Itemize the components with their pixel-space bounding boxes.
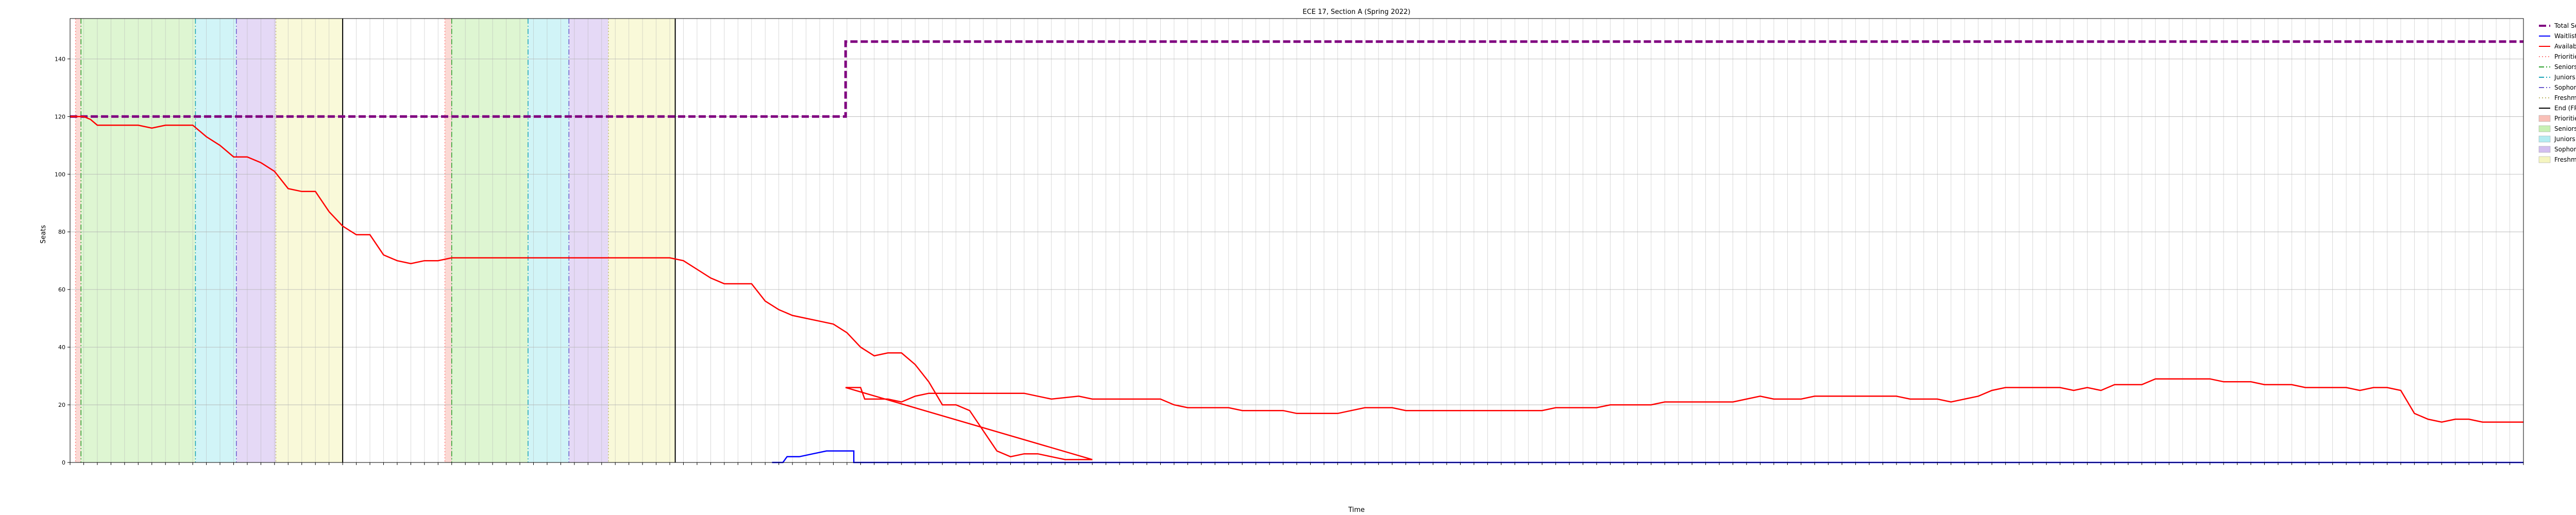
- plot-area: 0 20 40 60 80 100 120 140: [55, 18, 2524, 466]
- legend-swatch-patch: [2538, 115, 2551, 122]
- phase-shade-priorities-0: [75, 19, 81, 462]
- phase-shade-sophomores-0: [236, 19, 276, 462]
- y-tick-label: 40: [58, 344, 65, 351]
- phase-shade-freshmen-1: [608, 19, 675, 462]
- phase-shade-seniors-1: [451, 19, 528, 462]
- legend-label: Priorities Start: [2554, 115, 2576, 122]
- legend-label: Freshmen Start: [2554, 94, 2576, 101]
- y-tick-label: 0: [62, 459, 65, 466]
- series-available: [70, 116, 2523, 460]
- legend-label: Waitlist: [2554, 32, 2576, 40]
- phase-shade-sophomores-1: [569, 19, 608, 462]
- phase-shade-juniors-1: [528, 19, 569, 462]
- legend-label: Seniors Start: [2554, 125, 2576, 132]
- series-waitlist: [772, 450, 2523, 464]
- legend-label: Available: [2554, 43, 2576, 50]
- legend-label: Freshmen Start: [2554, 156, 2576, 163]
- legend-label: Seniors Start: [2554, 63, 2576, 71]
- legend-swatch-patch: [2538, 146, 2551, 153]
- legend-swatch-patch: [2538, 135, 2551, 143]
- series-total-seats: [70, 40, 2523, 118]
- legend-label: Total Seats: [2554, 22, 2576, 29]
- legend-label: Priorities Start: [2554, 53, 2576, 60]
- legend-label: Sophomores Start: [2554, 84, 2576, 91]
- y-tick-label: 20: [58, 402, 65, 408]
- legend-swatch-patch: [2538, 125, 2551, 132]
- y-tick-label: 60: [58, 286, 65, 293]
- chart-title: ECE 17, Section A (Spring 2022): [1302, 8, 1410, 16]
- legend-label: Juniors Start: [2554, 135, 2576, 143]
- y-tick-label: 120: [55, 113, 65, 120]
- legend-label: Sophomores Start: [2554, 146, 2576, 153]
- x-axis-title: Time: [1348, 506, 1365, 514]
- phase-shade-freshmen-0: [276, 19, 343, 462]
- legend-label: End (FP/SP): [2554, 105, 2576, 112]
- legend-label: Juniors Start: [2554, 74, 2576, 81]
- legend-swatch-patch: [2538, 156, 2551, 163]
- y-tick-label: 140: [55, 56, 65, 62]
- y-tick-label: 100: [55, 171, 65, 178]
- legend: Total Seats Waitlist Available Priorities S…: [2538, 22, 2576, 163]
- phase-shade-juniors-0: [195, 19, 236, 462]
- phase-shade-priorities-1: [445, 19, 452, 462]
- y-tick-label: 80: [58, 229, 65, 235]
- y-axis-title: Seats: [40, 225, 47, 244]
